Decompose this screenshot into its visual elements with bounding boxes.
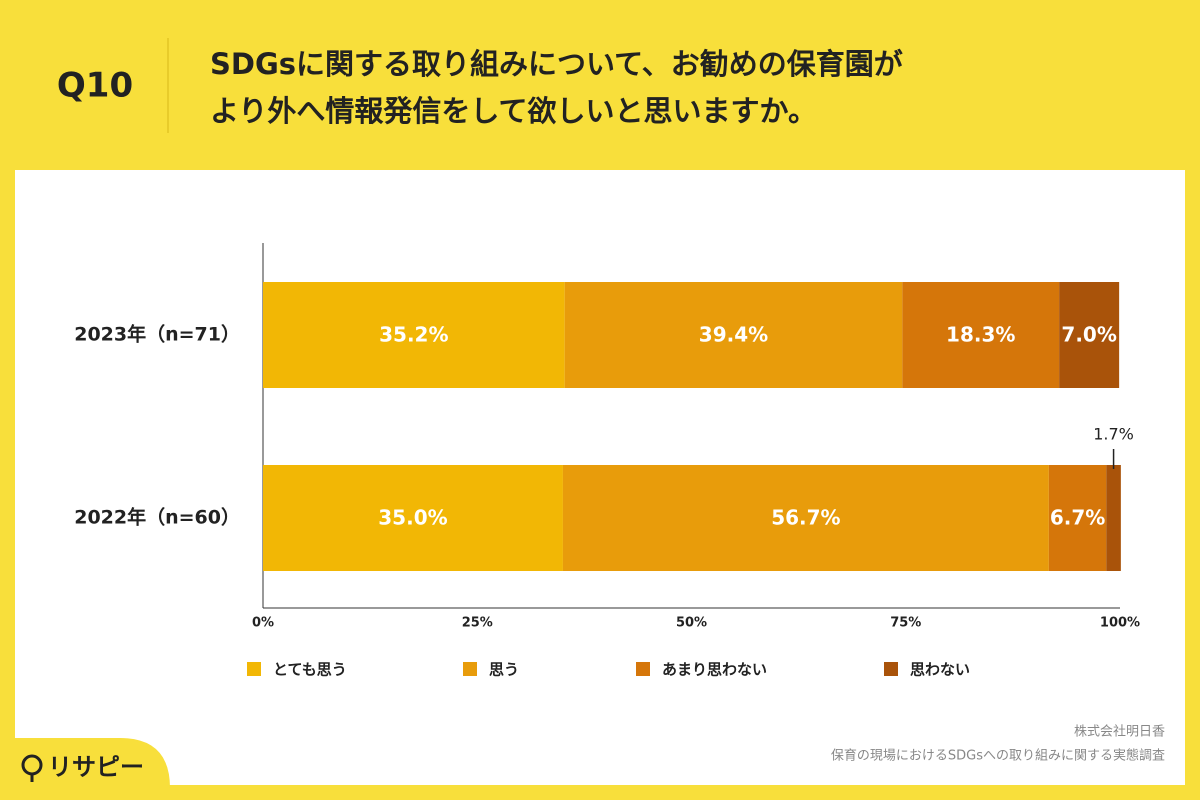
data-label: 35.0% <box>378 506 447 530</box>
bar-segment <box>263 465 563 571</box>
bar-segment <box>564 282 903 388</box>
data-label: 7.0% <box>1061 323 1116 347</box>
legend-label: 思わない <box>910 661 970 679</box>
data-label: 6.7% <box>1050 506 1105 530</box>
legend-swatch <box>247 662 261 676</box>
question-label: Q10 <box>57 66 133 106</box>
source: 株式会社明日香 <box>1074 724 1165 740</box>
legend-swatch <box>636 662 650 676</box>
bar-segment <box>902 282 1060 388</box>
data-label: 39.4% <box>699 323 768 347</box>
source: 保育の現場におけるSDGsへの取り組みに関する実態調査 <box>831 748 1165 764</box>
bar-segment <box>1106 465 1121 571</box>
data-label: 56.7% <box>771 506 840 530</box>
bar-segment <box>1059 282 1120 388</box>
legend-label: あまり思わない <box>662 661 767 679</box>
chart-title: より外へ情報発信をして欲しいと思いますか。 <box>210 94 817 128</box>
logo-background <box>0 738 170 800</box>
bar-segment <box>1048 465 1107 571</box>
logo: リサピー <box>48 753 144 781</box>
bar-segment <box>263 282 565 388</box>
bar-segment <box>562 465 1049 571</box>
legend-swatch <box>884 662 898 676</box>
x-tick-label: 75% <box>890 616 921 631</box>
legend-swatch <box>463 662 477 676</box>
data-label: 1.7% <box>1093 425 1134 444</box>
y-tick-label: 2023年（n=71） <box>74 323 240 346</box>
data-label: 35.2% <box>379 323 448 347</box>
legend-label: 思う <box>489 661 519 679</box>
x-tick-label: 25% <box>462 616 493 631</box>
legend-label: とても思う <box>273 661 347 679</box>
data-label: 18.3% <box>946 323 1015 347</box>
y-tick-label: 2022年（n=60） <box>74 506 240 529</box>
chart-title: SDGsに関する取り組みについて、お勧めの保育園が <box>210 47 903 81</box>
x-tick-label: 0% <box>252 616 274 631</box>
x-tick-label: 100% <box>1100 616 1140 631</box>
x-tick-label: 50% <box>676 616 707 631</box>
